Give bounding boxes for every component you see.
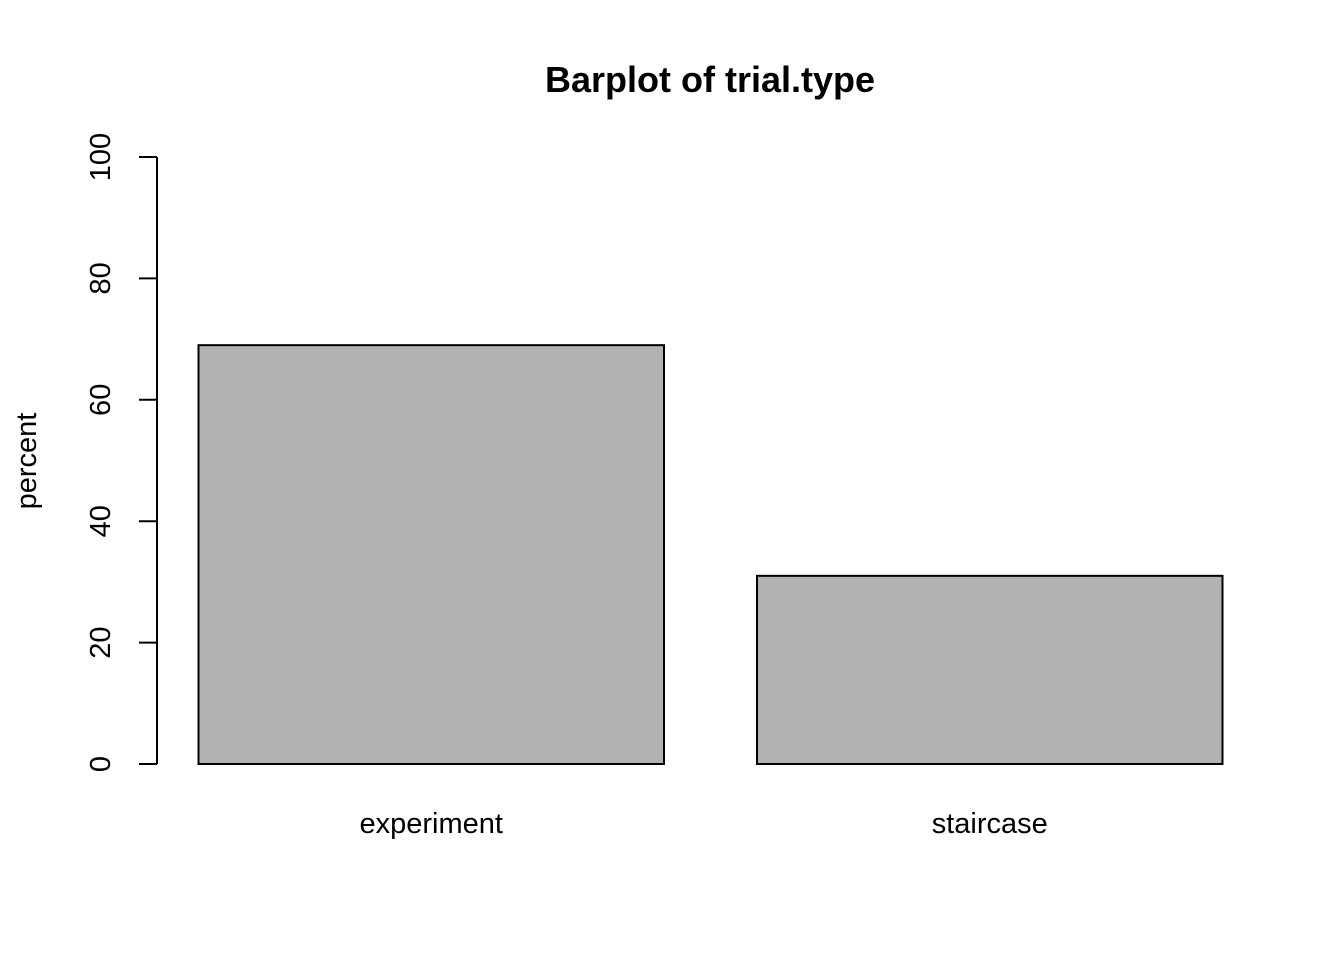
- y-axis-label: percent: [11, 413, 43, 510]
- bar-experiment: [197, 344, 665, 765]
- y-tick-label: 60: [85, 384, 117, 416]
- y-tick-label: 80: [85, 262, 117, 294]
- chart-title: Barplot of trial.type: [545, 59, 875, 100]
- bar-staircase: [756, 574, 1224, 766]
- y-tick-label: 0: [85, 756, 117, 772]
- bars-group: [197, 344, 1224, 766]
- y-tick-label: 100: [85, 133, 117, 181]
- x-tick-label: staircase: [932, 808, 1048, 840]
- y-tick-label: 20: [85, 626, 117, 658]
- x-tick-label: experiment: [360, 808, 503, 840]
- y-axis: 0 20 40 60 80 100: [85, 133, 158, 772]
- y-tick-label: 40: [85, 505, 117, 537]
- x-axis-labels: experiment staircase: [360, 808, 1048, 840]
